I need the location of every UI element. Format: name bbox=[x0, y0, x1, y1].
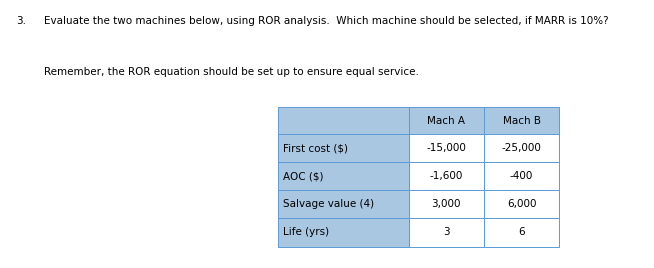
Text: -15,000: -15,000 bbox=[426, 143, 466, 153]
Text: Remember, the ROR equation should be set up to ensure equal service.: Remember, the ROR equation should be set… bbox=[44, 67, 419, 77]
Text: 3: 3 bbox=[443, 228, 450, 237]
Text: -400: -400 bbox=[510, 171, 533, 181]
Text: 3.: 3. bbox=[16, 16, 26, 26]
Text: Life (yrs): Life (yrs) bbox=[283, 228, 330, 237]
Text: 6: 6 bbox=[518, 228, 525, 237]
Text: 6,000: 6,000 bbox=[507, 199, 536, 209]
Text: Evaluate the two machines below, using ROR analysis.  Which machine should be se: Evaluate the two machines below, using R… bbox=[44, 16, 609, 26]
Text: 3,000: 3,000 bbox=[432, 199, 461, 209]
Text: -1,600: -1,600 bbox=[430, 171, 463, 181]
Text: Mach B: Mach B bbox=[502, 116, 541, 126]
Text: Mach A: Mach A bbox=[427, 116, 466, 126]
Text: First cost ($): First cost ($) bbox=[283, 143, 348, 153]
Text: AOC ($): AOC ($) bbox=[283, 171, 324, 181]
Text: -25,000: -25,000 bbox=[502, 143, 542, 153]
Text: Salvage value (4): Salvage value (4) bbox=[283, 199, 374, 209]
